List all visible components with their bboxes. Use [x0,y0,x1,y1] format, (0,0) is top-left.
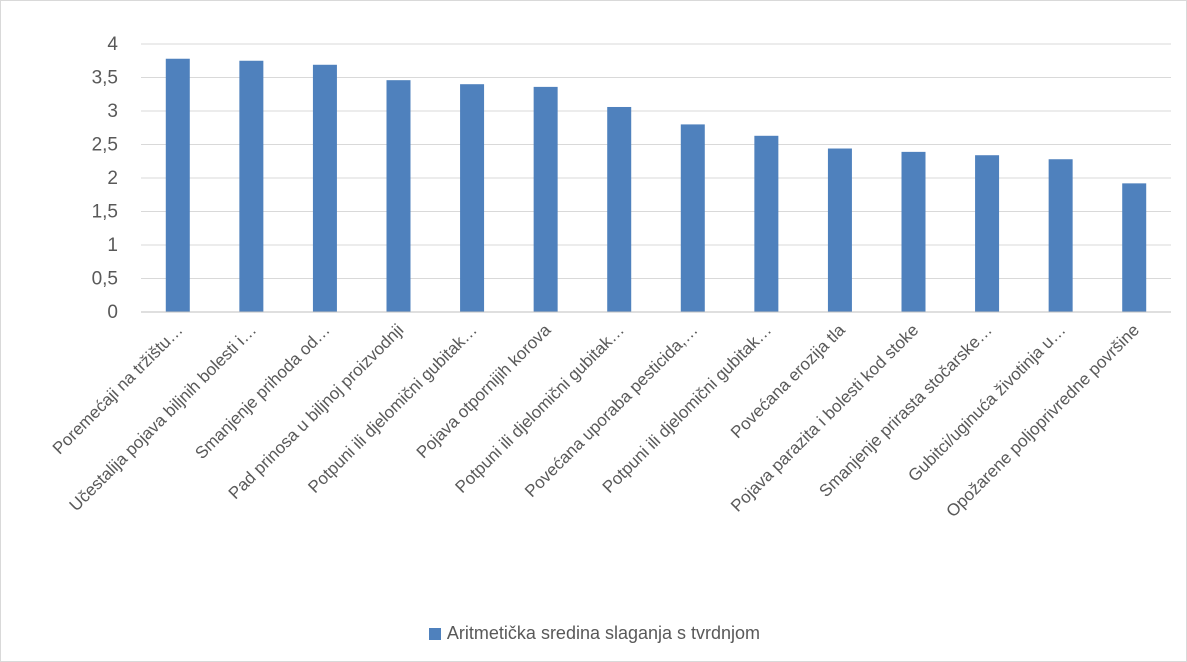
y-tick-label: 3 [107,101,118,122]
bar [607,106,632,312]
legend-swatch [428,627,441,640]
bar [901,151,926,312]
y-tick-label: 3,5 [92,68,118,89]
y-axis-tick-labels: 0 0,5 1 1,5 2 2,5 3 3,5 4 [92,34,119,323]
bar [312,64,337,312]
legend: Aritmetička sredina slaganja s tvrdnjom [1,623,1187,644]
x-category-label: Poremećaji na tržištu… [49,320,187,458]
bar-chart: 0 0,5 1 1,5 2 2,5 3 3,5 4 Poremećaji na tržištu…… [49,34,1171,521]
bars [165,58,1147,313]
y-tick-label: 0 [107,302,118,323]
y-tick-label: 1 [107,235,118,256]
bar [975,155,1000,312]
bar [754,135,779,312]
y-tick-label: 4 [107,34,118,55]
bar [827,148,852,312]
y-tick-label: 0,5 [92,269,118,290]
x-category-label: Gubitci/uginuća životinja u… [904,320,1069,485]
bar [386,80,411,313]
x-axis-category-labels: Poremećaji na tržištu…Učestalija pojava … [49,320,1143,521]
bar [533,86,558,312]
bar [165,58,190,312]
y-tick-label: 1,5 [92,202,118,223]
bar [460,84,485,312]
y-tick-label: 2,5 [92,135,118,156]
bar [1122,183,1147,312]
gridlines [141,43,1171,279]
bar [239,60,264,312]
y-tick-label: 2 [107,168,118,189]
legend-label: Aritmetička sredina slaganja s tvrdnjom [446,623,761,643]
bar [680,124,705,313]
x-category-label: Pojava otpornijih korova [413,320,555,462]
x-category-label: Smanjenje prihoda od… [191,320,333,462]
bar [1048,159,1073,312]
